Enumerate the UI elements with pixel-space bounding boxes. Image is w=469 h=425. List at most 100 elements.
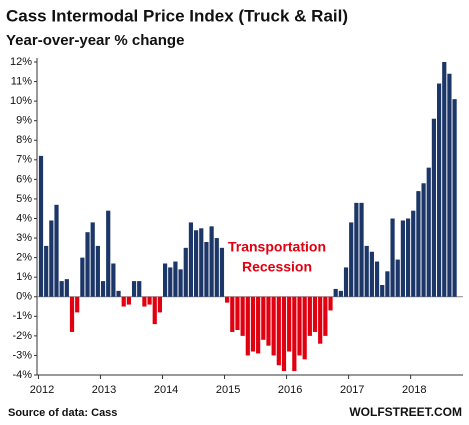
bar [452, 99, 457, 297]
bar [106, 210, 111, 297]
bar [95, 245, 100, 297]
bar [199, 228, 204, 297]
bar [416, 191, 421, 297]
bar [240, 296, 245, 336]
y-tick-label: 11% [11, 75, 32, 87]
bar [307, 296, 312, 336]
bar [318, 296, 323, 344]
bar [245, 296, 250, 356]
bar [395, 259, 400, 297]
bar [44, 245, 49, 297]
bar [364, 245, 369, 297]
bar [152, 296, 157, 325]
bar [390, 218, 395, 297]
x-tick-label: 2013 [92, 384, 116, 396]
x-tick-label: 2018 [402, 384, 426, 396]
bar [80, 257, 85, 297]
bar [214, 238, 219, 297]
bar [276, 296, 281, 366]
bar [235, 296, 240, 331]
bar [292, 296, 297, 372]
y-tick-label: 4% [16, 212, 32, 224]
credit: WOLFSTREET.COM [349, 405, 462, 419]
bar [90, 222, 95, 297]
bar [183, 247, 188, 297]
bar [168, 267, 173, 297]
x-tick-label: 2015 [216, 384, 240, 396]
bar [188, 222, 194, 297]
bar [349, 222, 354, 297]
bar [209, 226, 214, 297]
bar [194, 230, 199, 297]
bar [426, 167, 431, 297]
y-tick-label: 9% [16, 115, 32, 127]
y-tick-label: 1% [16, 271, 32, 283]
bar [85, 232, 90, 297]
y-tick-label: -2% [12, 330, 32, 342]
bar [121, 296, 126, 307]
bar [147, 296, 152, 305]
bar [431, 118, 437, 297]
bar [271, 296, 276, 356]
y-tick-label: -4% [12, 369, 32, 381]
bar [354, 202, 359, 297]
bar [385, 271, 390, 297]
bar [266, 296, 271, 346]
bar [100, 281, 106, 297]
bar [281, 296, 287, 372]
x-tick-label: 2017 [340, 384, 364, 396]
y-tick-label: 10% [10, 95, 32, 107]
bar [442, 62, 447, 297]
bar [75, 296, 80, 313]
bar [333, 288, 338, 297]
bar [126, 296, 131, 305]
bar [250, 296, 256, 352]
bar [374, 261, 380, 297]
annotation: Recession [242, 259, 312, 275]
bar [338, 290, 343, 297]
y-tick-label: 3% [16, 232, 32, 244]
y-tick-label: 7% [16, 154, 32, 166]
x-tick-label: 2016 [278, 384, 302, 396]
bar [157, 296, 163, 313]
bar [312, 296, 318, 332]
bar [54, 204, 59, 297]
annotation: Transportation [228, 239, 326, 255]
bar [380, 285, 385, 297]
bar [230, 296, 235, 332]
bar [302, 296, 307, 360]
y-tick-label: 12% [10, 56, 32, 68]
bar [405, 218, 411, 297]
chart-subtitle: Year-over-year % change [6, 32, 184, 49]
y-tick-label: 8% [16, 134, 32, 146]
y-tick-label: 2% [16, 252, 32, 264]
bar [142, 296, 147, 307]
source: Source of data: Cass [8, 407, 117, 419]
bar [436, 83, 442, 297]
bar [111, 263, 116, 297]
bar [421, 183, 426, 297]
y-tick-label: -3% [12, 349, 32, 361]
bar [225, 296, 230, 303]
y-tick-label: 6% [16, 173, 32, 185]
y-tick-label: 0% [16, 291, 32, 303]
chart-title: Cass Intermodal Price Index (Truck & Rai… [6, 6, 348, 25]
bar [178, 269, 183, 297]
bar [256, 296, 261, 354]
bar [162, 263, 168, 297]
bar [137, 281, 142, 297]
bar [69, 296, 75, 332]
bar [173, 261, 178, 297]
bar [116, 290, 121, 297]
bar [400, 220, 405, 297]
bar [359, 202, 364, 297]
bar [328, 296, 333, 311]
bar [64, 279, 69, 297]
bar [447, 73, 452, 297]
bar [38, 155, 44, 297]
bar [59, 281, 64, 297]
y-tick-label: -1% [12, 310, 32, 322]
bar [369, 251, 374, 297]
bar [343, 267, 349, 297]
